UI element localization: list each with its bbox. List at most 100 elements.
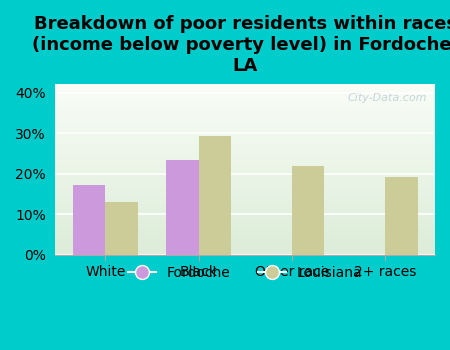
Bar xyxy=(55,207,435,209)
Bar xyxy=(105,202,138,255)
Bar xyxy=(55,122,435,124)
Bar xyxy=(55,135,435,137)
Bar xyxy=(55,125,435,127)
Bar xyxy=(55,158,435,159)
Bar xyxy=(73,185,105,255)
Bar xyxy=(55,96,435,98)
Bar xyxy=(55,246,435,248)
Bar xyxy=(55,110,435,112)
Bar xyxy=(55,90,435,91)
Bar xyxy=(55,127,435,129)
Bar xyxy=(55,228,435,229)
Bar xyxy=(55,248,435,250)
Bar xyxy=(55,234,435,236)
Bar xyxy=(55,117,435,119)
Bar xyxy=(55,198,435,200)
Bar xyxy=(55,169,435,171)
Bar xyxy=(55,108,435,110)
Bar xyxy=(55,200,435,202)
Bar xyxy=(55,115,435,117)
Bar xyxy=(55,91,435,93)
Bar xyxy=(385,177,418,255)
Bar xyxy=(55,197,435,198)
Bar xyxy=(55,220,435,222)
Bar xyxy=(55,238,435,239)
Bar xyxy=(55,164,435,166)
Bar xyxy=(55,244,435,246)
Bar xyxy=(55,88,435,90)
Bar xyxy=(55,171,435,173)
Bar xyxy=(55,132,435,134)
Bar xyxy=(55,176,435,178)
Bar xyxy=(55,250,435,251)
Legend: Fordoche, Louisiana: Fordoche, Louisiana xyxy=(122,260,368,285)
Bar xyxy=(55,105,435,107)
Bar xyxy=(55,139,435,141)
Bar xyxy=(55,243,435,244)
Bar xyxy=(55,102,435,103)
Bar xyxy=(55,119,435,120)
Bar xyxy=(55,195,435,197)
Bar xyxy=(55,154,435,156)
Bar xyxy=(55,216,435,217)
Bar xyxy=(55,232,435,234)
Bar xyxy=(55,190,435,192)
Bar xyxy=(55,251,435,253)
Bar xyxy=(55,178,435,180)
Bar xyxy=(55,163,435,164)
Bar xyxy=(55,214,435,216)
Bar xyxy=(55,107,435,108)
Bar xyxy=(55,210,435,212)
Bar xyxy=(55,188,435,190)
Bar xyxy=(55,103,435,105)
Bar xyxy=(55,159,435,161)
Bar xyxy=(55,156,435,158)
Bar xyxy=(55,236,435,238)
Bar xyxy=(55,146,435,147)
Bar xyxy=(198,136,231,255)
Bar xyxy=(55,183,435,185)
Bar xyxy=(55,180,435,182)
Bar xyxy=(55,229,435,231)
Bar xyxy=(55,222,435,224)
Bar xyxy=(55,185,435,187)
Bar xyxy=(55,112,435,113)
Bar xyxy=(55,141,435,142)
Bar xyxy=(55,120,435,122)
Bar xyxy=(55,224,435,226)
Bar xyxy=(166,160,198,255)
Bar xyxy=(55,147,435,149)
Bar xyxy=(55,194,435,195)
Bar xyxy=(55,129,435,131)
Bar xyxy=(55,98,435,100)
Bar xyxy=(55,239,435,241)
Bar xyxy=(55,231,435,232)
Bar xyxy=(55,100,435,101)
Bar xyxy=(55,166,435,168)
Bar xyxy=(55,202,435,204)
Bar xyxy=(55,95,435,96)
Bar xyxy=(55,124,435,125)
Bar xyxy=(55,253,435,255)
Bar xyxy=(55,173,435,175)
Bar xyxy=(55,187,435,188)
Bar xyxy=(55,151,435,153)
Bar xyxy=(55,212,435,214)
Bar xyxy=(55,142,435,144)
Bar xyxy=(55,192,435,194)
Bar xyxy=(55,219,435,220)
Bar xyxy=(292,166,324,255)
Bar xyxy=(55,86,435,88)
Bar xyxy=(55,84,435,86)
Bar xyxy=(55,93,435,95)
Bar xyxy=(55,217,435,219)
Title: Breakdown of poor residents within races
(income below poverty level) in Fordoch: Breakdown of poor residents within races… xyxy=(32,15,450,75)
Bar xyxy=(55,241,435,243)
Bar xyxy=(55,153,435,154)
Bar xyxy=(55,144,435,146)
Bar xyxy=(55,168,435,169)
Bar xyxy=(55,204,435,205)
Bar xyxy=(55,226,435,228)
Text: City-Data.com: City-Data.com xyxy=(348,93,428,103)
Bar xyxy=(55,205,435,207)
